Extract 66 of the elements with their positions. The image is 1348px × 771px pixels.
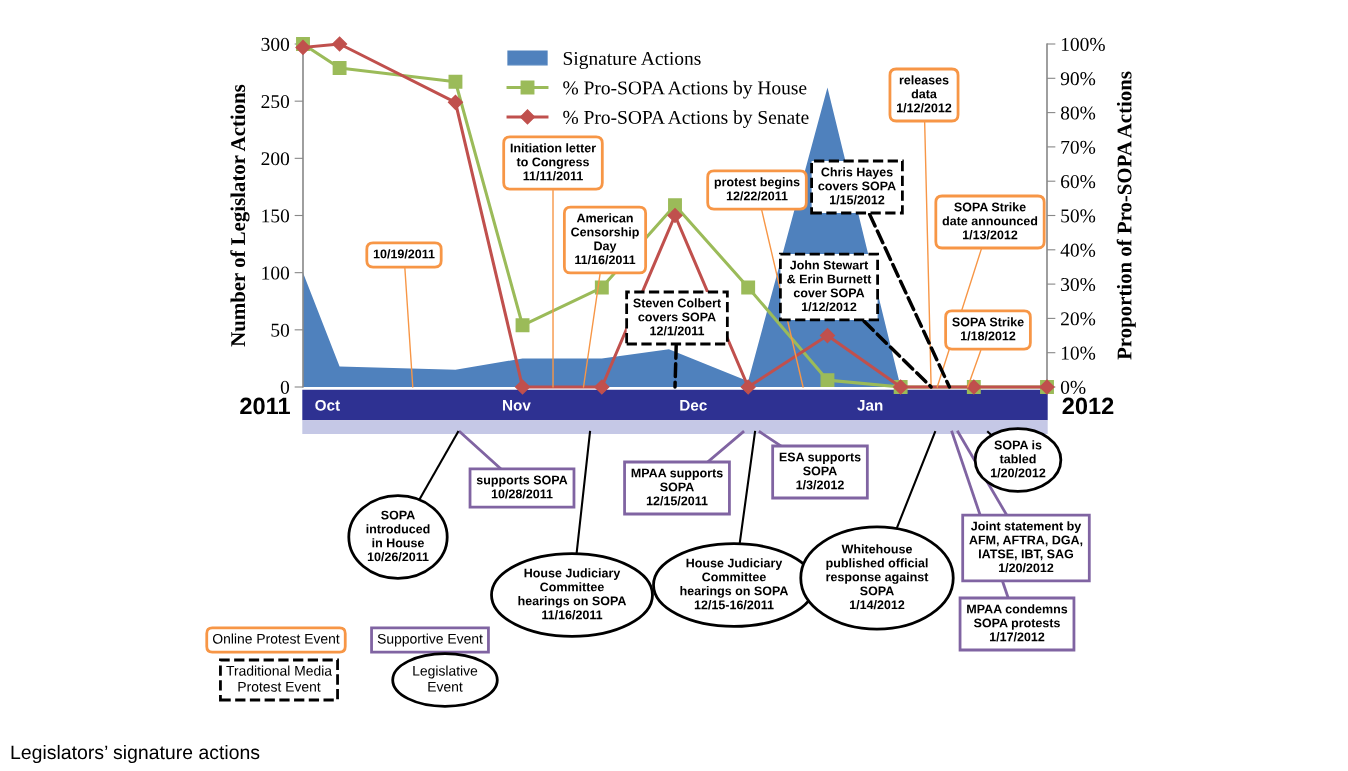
y2-tick-label: 30% bbox=[1061, 277, 1096, 292]
text: Online Protest Event bbox=[212, 633, 340, 644]
y2-axis-title: Proportion of Pro-SOPA Actions bbox=[1116, 71, 1136, 360]
text: SOPA introduced in House 10/26/2011 bbox=[366, 510, 430, 562]
y2-tick-label: 20% bbox=[1061, 312, 1096, 326]
annotation: protest begins 12/22/2011 bbox=[714, 177, 800, 201]
point bbox=[332, 36, 348, 52]
text: Legislators’ signature actions bbox=[11, 744, 260, 764]
y-tick-label: 300 bbox=[261, 37, 290, 51]
y-tick-label: 100 bbox=[262, 266, 290, 280]
y2-tick-label: 60% bbox=[1061, 175, 1096, 189]
point bbox=[740, 379, 756, 395]
y-tick-label: 50 bbox=[271, 323, 290, 337]
text: Traditional Media Protest Event bbox=[226, 665, 333, 692]
text: supports SOPA 10/28/2011 bbox=[476, 475, 568, 499]
point bbox=[741, 280, 756, 295]
annotation: American Censorship Day 11/16/2011 bbox=[571, 213, 639, 265]
text: House Judiciary Committee hearings on SOPA 11/16/2011 bbox=[518, 568, 627, 620]
point bbox=[448, 74, 463, 89]
annotation: Initiation letter to Congress 11/11/2011 bbox=[510, 143, 596, 181]
text: Joint statement by AFM, AFTRA, DGA, IATSE, IBT, SAG 1/20/2012 bbox=[969, 521, 1083, 573]
x-tick-label: Nov bbox=[503, 400, 531, 411]
point bbox=[447, 94, 464, 110]
point bbox=[594, 379, 610, 395]
text: Whitehouse published official response against SOPA 1/14/2012 bbox=[826, 544, 929, 610]
legend-label: % Pro-SOPA Actions by House bbox=[563, 80, 807, 99]
y-tick-label: 250 bbox=[261, 94, 290, 109]
text: House Judiciary Committee hearings on SOPA 12/15-16/2011 bbox=[680, 558, 789, 610]
annotation: Steven Colbert covers SOPA 12/1/2011 bbox=[633, 298, 721, 336]
x-tick-label: Jan bbox=[857, 400, 883, 411]
y-tick-label: 150 bbox=[262, 209, 290, 223]
annotation: SOPA Strike 1/18/2012 bbox=[952, 317, 1024, 341]
y2-tick-label: 50% bbox=[1061, 209, 1096, 223]
y2-tick-label: 80% bbox=[1060, 106, 1096, 120]
y2-tick-label: 70% bbox=[1061, 140, 1096, 154]
x-tick-label: Dec bbox=[680, 400, 707, 411]
annotation: Chris Hayes covers SOPA 1/15/2012 bbox=[818, 167, 896, 205]
text: 2011 bbox=[240, 397, 290, 415]
y2-tick-label: 100% bbox=[1061, 37, 1105, 51]
text: Legislative Event bbox=[413, 665, 478, 692]
text: ESA supports SOPA 1/3/2012 bbox=[779, 452, 861, 490]
y2-tick-label: 10% bbox=[1061, 346, 1096, 360]
x-tick-label: Oct bbox=[315, 399, 340, 411]
point bbox=[332, 61, 347, 75]
y2-tick-label: 90% bbox=[1060, 72, 1096, 86]
y-axis-title: Number of Legislator Actions bbox=[230, 84, 250, 347]
text: MPAA supports SOPA 12/15/2011 bbox=[631, 468, 723, 506]
point bbox=[514, 379, 531, 395]
point bbox=[515, 318, 530, 333]
text: Supportive Event bbox=[377, 633, 483, 647]
point bbox=[820, 373, 835, 388]
annotation: releases data 1/12/2012 bbox=[896, 75, 952, 113]
point bbox=[667, 207, 683, 224]
text: 2012 bbox=[1062, 397, 1114, 415]
y2-tick-label: 0% bbox=[1060, 380, 1086, 394]
legend-label: Signature Actions bbox=[563, 51, 701, 70]
annotation: John Stewart & Erin Burnett cover SOPA 1/12/2012 bbox=[787, 260, 872, 312]
y-tick-label: 200 bbox=[261, 152, 290, 166]
text: MPAA condemns SOPA protests 1/17/2012 bbox=[967, 604, 1068, 642]
point bbox=[819, 327, 836, 344]
y-tick-label: 0 bbox=[280, 380, 290, 394]
annotation: SOPA Strike date announced 1/13/2012 bbox=[942, 202, 1038, 240]
text: SOPA is tabled 1/20/2012 bbox=[990, 440, 1046, 478]
y2-tick-label: 40% bbox=[1060, 243, 1096, 257]
annotation: 10/19/2011 bbox=[373, 249, 435, 259]
legend-label: % Pro-SOPA Actions by Senate bbox=[563, 110, 809, 128]
